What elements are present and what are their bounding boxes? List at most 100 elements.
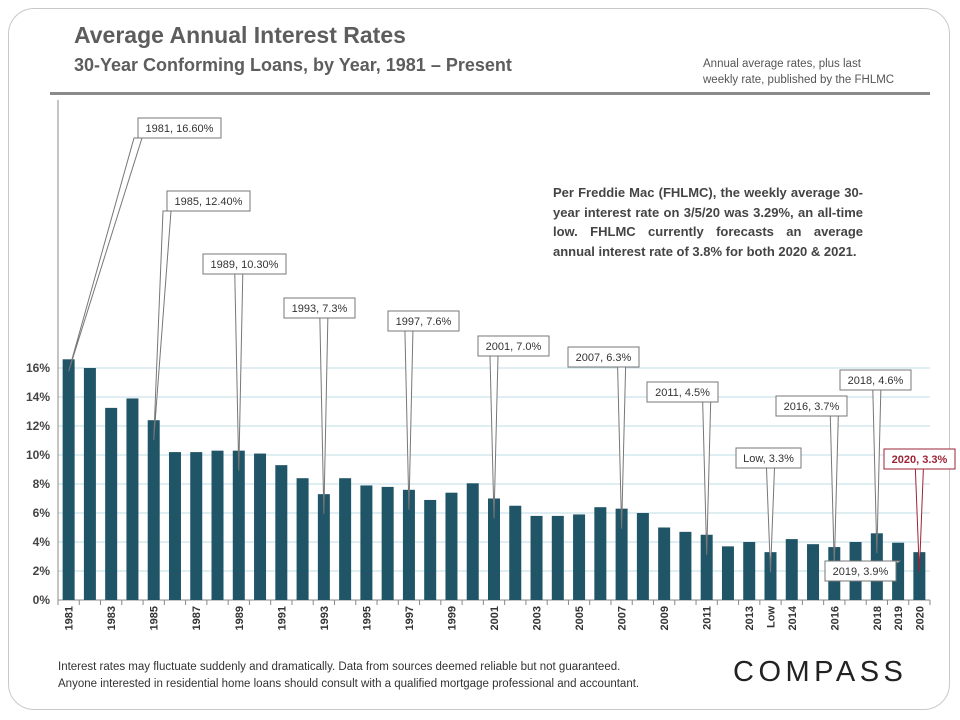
bar (317, 494, 330, 600)
bar (913, 552, 926, 600)
x-tick-label: 2020 (914, 606, 926, 630)
callout-box (646, 381, 719, 403)
x-tick-label: 1987 (191, 606, 203, 630)
bar (658, 527, 671, 600)
callout-pointer (829, 415, 839, 568)
x-tick-label: 2001 (489, 606, 501, 630)
bar (573, 514, 586, 600)
bar (360, 485, 373, 600)
bar (105, 407, 118, 600)
callout-box (567, 346, 640, 368)
bar (296, 478, 309, 600)
x-tick-label: 1983 (106, 606, 118, 630)
x-tick-label: 2019 (893, 606, 905, 630)
y-tick-label: 10% (26, 448, 50, 462)
y-tick-label: 8% (33, 477, 51, 491)
x-tick-label: 1997 (404, 606, 416, 630)
bar (679, 531, 692, 600)
compass-logo: COMPASS (733, 656, 908, 688)
y-tick-label: 16% (26, 361, 50, 375)
x-tick-label: 1995 (361, 606, 373, 630)
callout-label: Low, 3.3% (743, 453, 794, 465)
x-tick-label: 1989 (234, 606, 246, 630)
callout-pointer (234, 273, 244, 471)
callout-label: 2019, 3.9% (833, 566, 889, 578)
callout-box (202, 253, 287, 275)
callout-label: 2016, 3.7% (784, 401, 840, 413)
callout-label: 2007, 6.3% (576, 352, 632, 364)
bar (147, 420, 160, 600)
x-tick-label: 1981 (64, 606, 76, 630)
bar (168, 452, 181, 600)
callout-pointer (702, 401, 712, 555)
bar (700, 534, 713, 600)
callout-box (477, 335, 550, 357)
callout-pointer (489, 355, 499, 519)
y-tick-label: 6% (33, 506, 51, 520)
callout-label: 1997, 7.6% (396, 316, 452, 328)
bar (743, 542, 756, 600)
callout-box (137, 117, 222, 139)
callout-pointer (404, 330, 414, 510)
bar (764, 552, 777, 600)
callout-box (839, 369, 912, 391)
bar (190, 452, 203, 600)
x-tick-label: 1985 (149, 606, 161, 630)
callout-label: 2001, 7.0% (486, 341, 542, 353)
callout-box (166, 190, 251, 212)
y-tick-label: 4% (33, 535, 51, 549)
x-tick-label: Low (765, 606, 777, 628)
y-tick-label: 14% (26, 390, 50, 404)
source-note: Annual average rates, plus last weekly r… (703, 56, 918, 88)
callout-label: 1989, 10.30% (211, 259, 279, 271)
bar (381, 486, 394, 600)
bar (466, 483, 479, 600)
callout-label: 1993, 7.3% (292, 303, 348, 315)
source-note-line-2: weekly rate, published by the FHLMC (703, 74, 895, 86)
x-tick-label: 2007 (617, 606, 629, 630)
bar (892, 542, 905, 600)
bar (211, 450, 224, 600)
callout-box (775, 395, 848, 417)
x-tick-label: 2003 (532, 606, 544, 630)
x-tick-label: 2018 (872, 606, 884, 630)
x-tick-label: 2011 (702, 606, 714, 630)
chart-title: Average Annual Interest Rates (74, 22, 406, 48)
bar (807, 544, 820, 600)
bar (402, 489, 415, 600)
bar (636, 513, 649, 600)
x-tick-label: 2009 (659, 606, 671, 630)
callout-pointer (153, 210, 172, 441)
disclaimer: Interest rates may fluctuate suddenly an… (58, 659, 728, 693)
callout-label: 1981, 16.60% (146, 123, 214, 135)
callout-box (824, 560, 897, 582)
x-tick-label: 2005 (574, 606, 586, 630)
bar (445, 492, 458, 600)
callout-pointer (617, 366, 627, 529)
y-tick-label: 12% (26, 419, 50, 433)
bar (785, 539, 798, 600)
bar (530, 515, 543, 600)
source-note-line-1: Annual average rates, plus last (703, 58, 861, 70)
callout-label: 2011, 4.5% (655, 387, 710, 399)
x-tick-label: 1991 (276, 606, 288, 630)
bar (62, 359, 75, 600)
callout-box (283, 297, 356, 319)
x-tick-label: 1993 (319, 606, 331, 630)
callout-box (387, 310, 460, 332)
callout-label: 1985, 12.40% (175, 196, 243, 208)
callout-pointer (319, 317, 329, 515)
callout-box (735, 447, 802, 469)
disclaimer-line-2: Anyone interested in residential home lo… (58, 678, 640, 690)
bar (424, 499, 437, 600)
bar (83, 368, 96, 600)
x-tick-label: 1999 (446, 606, 458, 630)
bar (254, 453, 267, 600)
x-tick-label: 2013 (744, 606, 756, 630)
disclaimer-line-1: Interest rates may fluctuate suddenly an… (58, 661, 621, 673)
forecast-note: Per Freddie Mac (FHLMC), the weekly aver… (553, 185, 863, 259)
bar (721, 546, 734, 600)
callout-pointer (872, 389, 882, 554)
bar (615, 508, 628, 600)
